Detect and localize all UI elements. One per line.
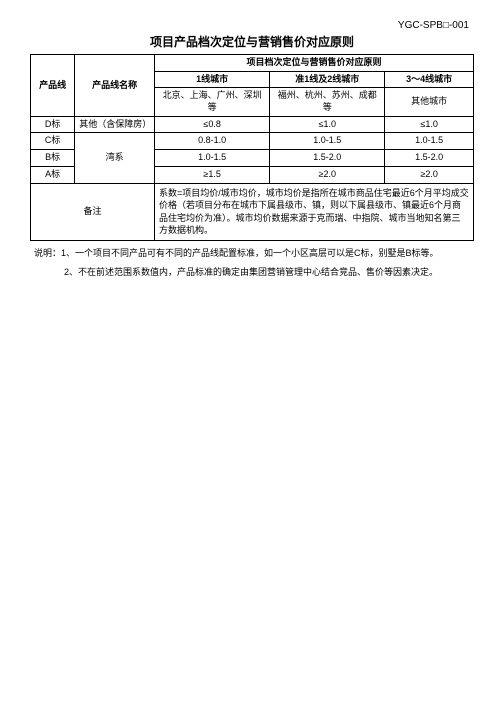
- doc-code: YGC-SPB□-001: [30, 20, 474, 31]
- sub-tier2: 福州、杭州、苏州、成都等: [270, 88, 385, 116]
- cell-v3: ≤1.0: [385, 116, 474, 133]
- sub-tier1: 北京、上海、广州、深圳等: [155, 88, 270, 116]
- cell-line: A标: [31, 166, 75, 183]
- col-tier1: 1线城市: [155, 71, 270, 88]
- cell-v1: 0.8-1.0: [155, 133, 270, 150]
- sub-tier3: 其他城市: [385, 88, 474, 116]
- col-tier2: 准1线及2线城市: [270, 71, 385, 88]
- footnote-1: 说明：1、一个项目不同产品可有不同的产品线配置标准，如一个小区高层可以是C标，别…: [30, 247, 474, 261]
- cell-line: B标: [31, 150, 75, 167]
- cell-v2: ≤1.0: [270, 116, 385, 133]
- cell-v1: ≤0.8: [155, 116, 270, 133]
- cell-line: D标: [31, 116, 75, 133]
- col-tier3: 3～4线城市: [385, 71, 474, 88]
- note-text: 系数=项目均价/城市均价，城市均价是指所在城市商品住宅最近6个月平均成交价格（若…: [155, 183, 474, 240]
- table-row: C标 湾系 0.8-1.0 1.0-1.5 1.0-1.5: [31, 133, 474, 150]
- note-row: 备注 系数=项目均价/城市均价，城市均价是指所在城市商品住宅最近6个月平均成交价…: [31, 183, 474, 240]
- cell-v3: ≥2.0: [385, 166, 474, 183]
- header-merged: 项目档次定位与营销售价对应原则: [155, 55, 474, 72]
- footnote-2: 2、不在前述范围系数值内，产品标准的确定由集团营销管理中心结合竞品、售价等因素决…: [30, 266, 474, 280]
- cell-v1: ≥1.5: [155, 166, 270, 183]
- note-label: 备注: [31, 183, 155, 240]
- cell-v3: 1.5-2.0: [385, 150, 474, 167]
- cell-v2: ≥2.0: [270, 166, 385, 183]
- col-product-line: 产品线: [31, 55, 75, 117]
- main-table: 产品线 产品线名称 项目档次定位与营销售价对应原则 1线城市 准1线及2线城市 …: [30, 54, 474, 241]
- page-title: 项目产品档次定位与营销售价对应原则: [30, 33, 474, 50]
- table-row: D标 其他（含保障房） ≤0.8 ≤1.0 ≤1.0: [31, 116, 474, 133]
- cell-v1: 1.0-1.5: [155, 150, 270, 167]
- cell-line: C标: [31, 133, 75, 150]
- cell-v2: 1.5-2.0: [270, 150, 385, 167]
- cell-name: 其他（含保障房）: [75, 116, 155, 133]
- cell-name: 湾系: [75, 133, 155, 183]
- cell-v3: 1.0-1.5: [385, 133, 474, 150]
- col-product-name: 产品线名称: [75, 55, 155, 117]
- cell-v2: 1.0-1.5: [270, 133, 385, 150]
